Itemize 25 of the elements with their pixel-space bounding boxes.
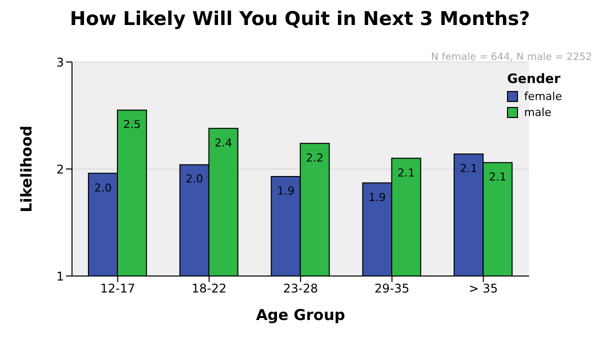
data-label: 2.1 <box>488 170 506 184</box>
data-label: 1.9 <box>368 190 386 204</box>
y-tick-label: 1 <box>56 269 64 284</box>
y-tick-label: 3 <box>56 55 64 70</box>
y-tick-label: 2 <box>56 162 64 176</box>
data-label: 2.0 <box>94 181 112 194</box>
legend-label: female <box>524 90 562 103</box>
x-tick-label: 12-17 <box>100 282 136 296</box>
legend-title: Gender <box>507 72 562 87</box>
x-tick-label: > 35 <box>468 282 498 296</box>
legend-label: male <box>524 106 552 119</box>
x-tick-label: 18-22 <box>192 282 227 296</box>
data-label: 2.1 <box>397 166 415 180</box>
data-label: 2.5 <box>123 118 141 132</box>
x-tick-label: 29-35 <box>374 282 410 296</box>
x-tick-label: 23-28 <box>283 282 318 296</box>
chart-title: How Likely Will You Quit in Next 3 Months? <box>68 8 532 32</box>
data-label: 1.9 <box>277 184 295 198</box>
data-label: 2.1 <box>460 162 478 176</box>
annotation: N female = 644, N male = 2252 <box>431 52 592 63</box>
x-axis-title: Age Group <box>256 306 346 324</box>
data-label: 2.4 <box>214 136 232 150</box>
data-label: 2.2 <box>306 151 324 164</box>
data-label: 2.0 <box>186 172 204 186</box>
y-axis-title: Likelihood <box>17 126 36 212</box>
